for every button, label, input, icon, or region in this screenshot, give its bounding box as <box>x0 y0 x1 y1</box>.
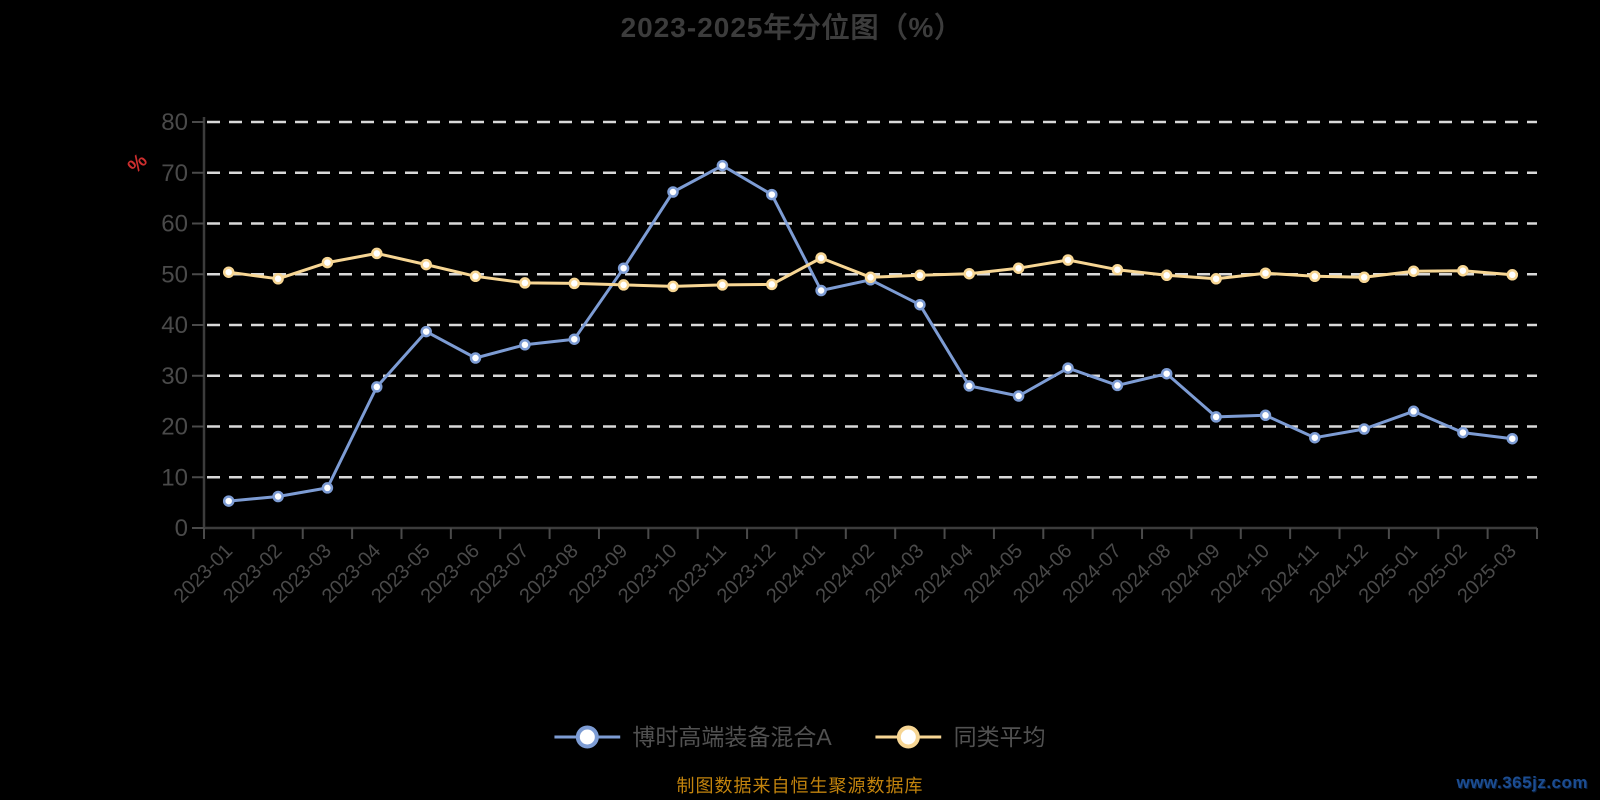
data-point-marker[interactable] <box>222 266 235 278</box>
data-point-marker[interactable] <box>963 267 975 280</box>
data-point-marker[interactable] <box>766 278 778 291</box>
data-point-marker[interactable] <box>1457 264 1469 277</box>
data-point-marker[interactable] <box>1012 262 1025 274</box>
y-axis-label: 20 <box>161 414 188 441</box>
data-point-marker[interactable] <box>766 188 778 201</box>
data-point-marker[interactable] <box>568 333 581 345</box>
data-point-marker[interactable] <box>1111 379 1124 392</box>
legend-marker-average-icon <box>875 725 942 749</box>
data-point-marker[interactable] <box>222 495 235 507</box>
data-point-marker[interactable] <box>1210 273 1222 285</box>
legend-item-fund[interactable]: 博时高端装备混合A <box>554 723 832 751</box>
data-point-marker[interactable] <box>272 490 284 503</box>
legend-circle <box>897 725 921 749</box>
data-point-marker[interactable] <box>1457 426 1469 439</box>
chart-title: 2023-2025年分位图（%） <box>620 12 964 43</box>
data-point-marker[interactable] <box>1309 270 1321 283</box>
data-point-marker[interactable] <box>1259 267 1272 279</box>
legend-label-average: 同类平均 <box>953 724 1046 750</box>
data-point-marker[interactable] <box>469 352 482 364</box>
legend-label-fund: 博时高端装备混合A <box>632 724 832 750</box>
data-point-marker[interactable] <box>1012 390 1025 402</box>
legend: 博时高端装备混合A 同类平均 <box>554 723 1046 751</box>
data-point-marker[interactable] <box>1506 432 1519 445</box>
data-point-marker[interactable] <box>1407 265 1420 277</box>
y-axis-label: 60 <box>161 211 188 238</box>
data-point-marker[interactable] <box>815 284 827 297</box>
legend-item-average[interactable]: 同类平均 <box>875 723 1046 751</box>
data-point-marker[interactable] <box>914 269 926 282</box>
data-point-marker[interactable] <box>272 273 284 285</box>
legend-circle <box>575 725 599 749</box>
data-point-marker[interactable] <box>1407 405 1420 418</box>
data-point-marker[interactable] <box>420 325 432 338</box>
data-point-marker[interactable] <box>1309 431 1321 444</box>
y-axis-unit-label: % <box>124 150 152 178</box>
data-point-marker[interactable] <box>1210 411 1222 423</box>
y-axis-label: 70 <box>161 160 188 187</box>
y-axis-label: 40 <box>161 312 188 339</box>
data-point-marker[interactable] <box>1111 263 1124 276</box>
y-axis-label: 80 <box>161 109 188 136</box>
data-point-marker[interactable] <box>519 339 531 351</box>
data-point-marker[interactable] <box>963 380 975 392</box>
data-point-marker[interactable] <box>617 262 630 274</box>
data-point-marker[interactable] <box>1358 423 1370 435</box>
data-point-marker[interactable] <box>1062 362 1074 374</box>
data-point-marker[interactable] <box>1506 269 1519 281</box>
data-point-marker[interactable] <box>667 186 679 198</box>
data-point-marker[interactable] <box>1259 409 1272 422</box>
data-point-marker[interactable] <box>1160 269 1173 282</box>
data-point-marker[interactable] <box>321 256 334 269</box>
watermark: www.365jz.com <box>1456 773 1588 792</box>
data-point-marker[interactable] <box>617 279 630 291</box>
data-point-marker[interactable] <box>420 258 432 271</box>
y-axis-label: 50 <box>161 261 188 288</box>
legend-marker-fund-icon <box>554 725 621 749</box>
data-point-marker[interactable] <box>716 159 729 172</box>
data-point-marker[interactable] <box>371 247 383 260</box>
data-point-marker[interactable] <box>914 298 926 311</box>
data-point-marker[interactable] <box>1062 254 1074 266</box>
data-point-marker[interactable] <box>469 270 482 283</box>
data-point-marker[interactable] <box>371 381 383 393</box>
data-point-marker[interactable] <box>1358 271 1370 284</box>
y-axis-label: 0 <box>175 515 188 542</box>
data-point-marker[interactable] <box>667 280 679 293</box>
data-point-marker[interactable] <box>716 279 729 291</box>
data-point-marker[interactable] <box>1160 367 1173 380</box>
data-source-note: 制图数据来自恒生聚源数据库 <box>676 776 924 796</box>
y-axis-label: 30 <box>161 363 188 390</box>
data-point-marker[interactable] <box>815 252 827 264</box>
data-point-marker[interactable] <box>321 482 334 494</box>
y-axis-label: 10 <box>161 464 188 491</box>
data-point-marker[interactable] <box>864 271 877 284</box>
data-point-marker[interactable] <box>568 277 581 290</box>
data-point-marker[interactable] <box>519 277 531 289</box>
